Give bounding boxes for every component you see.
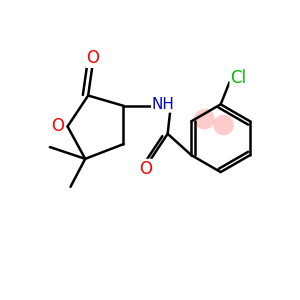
Text: NH: NH [152, 97, 175, 112]
Text: O: O [51, 117, 64, 135]
Text: Cl: Cl [230, 69, 246, 87]
Text: O: O [86, 49, 99, 67]
Circle shape [194, 109, 215, 129]
Circle shape [213, 115, 234, 135]
Text: O: O [139, 160, 152, 178]
